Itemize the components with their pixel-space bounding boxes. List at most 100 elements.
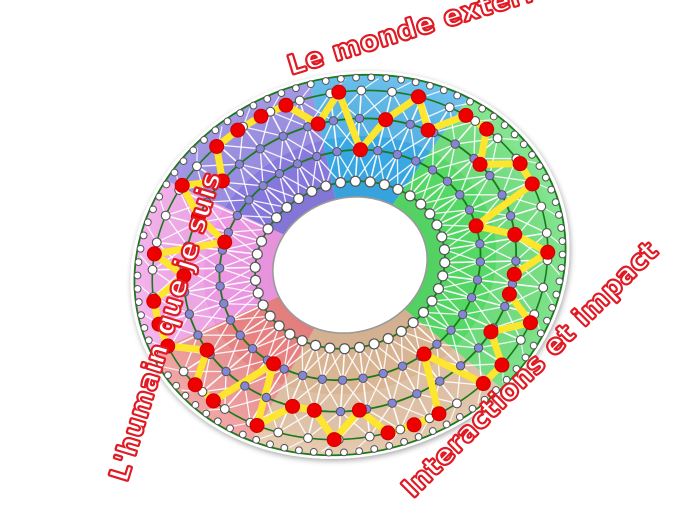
node-fringe [164, 371, 172, 380]
node-fringe [295, 446, 303, 455]
node-outer [444, 102, 455, 113]
path-node [406, 417, 422, 433]
node-fringe [480, 395, 489, 404]
node-fringe [134, 258, 143, 267]
node-fringe [535, 162, 544, 170]
node-fringe [502, 375, 511, 384]
node-fringe [557, 224, 566, 232]
spoke [306, 126, 318, 157]
path-node [506, 266, 522, 282]
path-node [522, 315, 538, 331]
spoke [362, 378, 368, 410]
node-inner [407, 317, 419, 329]
node-fringe [355, 447, 364, 456]
donut-shading [134, 74, 566, 456]
inner-hole [272, 196, 428, 334]
node-fringe [385, 441, 394, 450]
node-mid [317, 374, 327, 384]
node-fringe [442, 420, 451, 429]
spoke [165, 214, 196, 225]
path-node [160, 338, 176, 354]
path-node [524, 176, 540, 192]
node-fringe [510, 130, 519, 139]
node-fringe [555, 277, 564, 286]
spoke [238, 163, 264, 187]
node-inner [378, 179, 391, 191]
node-fringe [551, 198, 560, 207]
node-inner [334, 177, 347, 189]
node-inner [439, 257, 451, 269]
node-inner [257, 299, 269, 311]
spoke [332, 120, 338, 152]
node-mid [497, 190, 507, 200]
spoke [512, 283, 544, 289]
node-outer [536, 201, 547, 212]
path-node [306, 402, 322, 418]
node-inner [353, 341, 366, 353]
path-node [146, 246, 162, 262]
node-mid [221, 366, 231, 377]
node-inner [281, 201, 293, 213]
node-mid [219, 298, 229, 309]
node-mid [258, 181, 268, 191]
path-node [285, 398, 301, 414]
node-fringe [336, 74, 345, 83]
node-mid [405, 119, 415, 130]
node-inner [417, 306, 430, 318]
spoke [228, 231, 262, 243]
node-mid [412, 389, 422, 399]
node-mid [292, 159, 303, 169]
node-mid [500, 301, 510, 312]
node-inner [293, 192, 305, 205]
node-fringe [226, 424, 234, 433]
node-fringe [181, 391, 190, 400]
node-mid [240, 381, 250, 391]
node-mid [450, 139, 460, 149]
node-inner [431, 219, 443, 231]
path-node [416, 346, 432, 362]
node-mid [472, 275, 483, 285]
node-mid [373, 146, 383, 156]
node-fringe [411, 78, 420, 87]
path-node [458, 107, 474, 123]
node-mid [180, 287, 190, 297]
node-fringe [552, 290, 561, 299]
node-fringe [172, 381, 181, 390]
node-outer [451, 398, 462, 409]
node-mid [378, 368, 388, 379]
node-outer [294, 95, 305, 106]
node-mid [475, 239, 485, 249]
node-fringe [134, 298, 143, 306]
node-fringe [428, 427, 437, 435]
node-fringe [492, 386, 500, 394]
path-node [209, 138, 225, 154]
spoke [409, 169, 434, 197]
node-inner [324, 342, 336, 354]
path-node [217, 234, 233, 250]
node-fringe [189, 146, 198, 155]
node-fringe [155, 192, 164, 201]
node-fringe [558, 250, 567, 259]
path-node [151, 316, 167, 332]
node-outer [541, 228, 552, 238]
node-mid [354, 113, 365, 124]
spoke [201, 370, 227, 393]
path-node [174, 177, 190, 193]
spoke [396, 124, 411, 155]
spoke [189, 302, 225, 315]
node-outer [151, 237, 162, 248]
node-fringe [500, 121, 509, 129]
node-fringe [306, 80, 315, 89]
node-fringe [277, 89, 286, 98]
node-fringe [426, 81, 434, 90]
donut-hole [272, 196, 428, 334]
spoke [401, 365, 418, 395]
node-fringe [324, 448, 333, 457]
node-inner [392, 183, 404, 195]
node-fringe [162, 180, 171, 189]
path-node [468, 218, 484, 234]
spoke [444, 243, 480, 251]
path-node [249, 417, 265, 433]
path-node [512, 156, 528, 172]
node-mid [201, 197, 212, 207]
